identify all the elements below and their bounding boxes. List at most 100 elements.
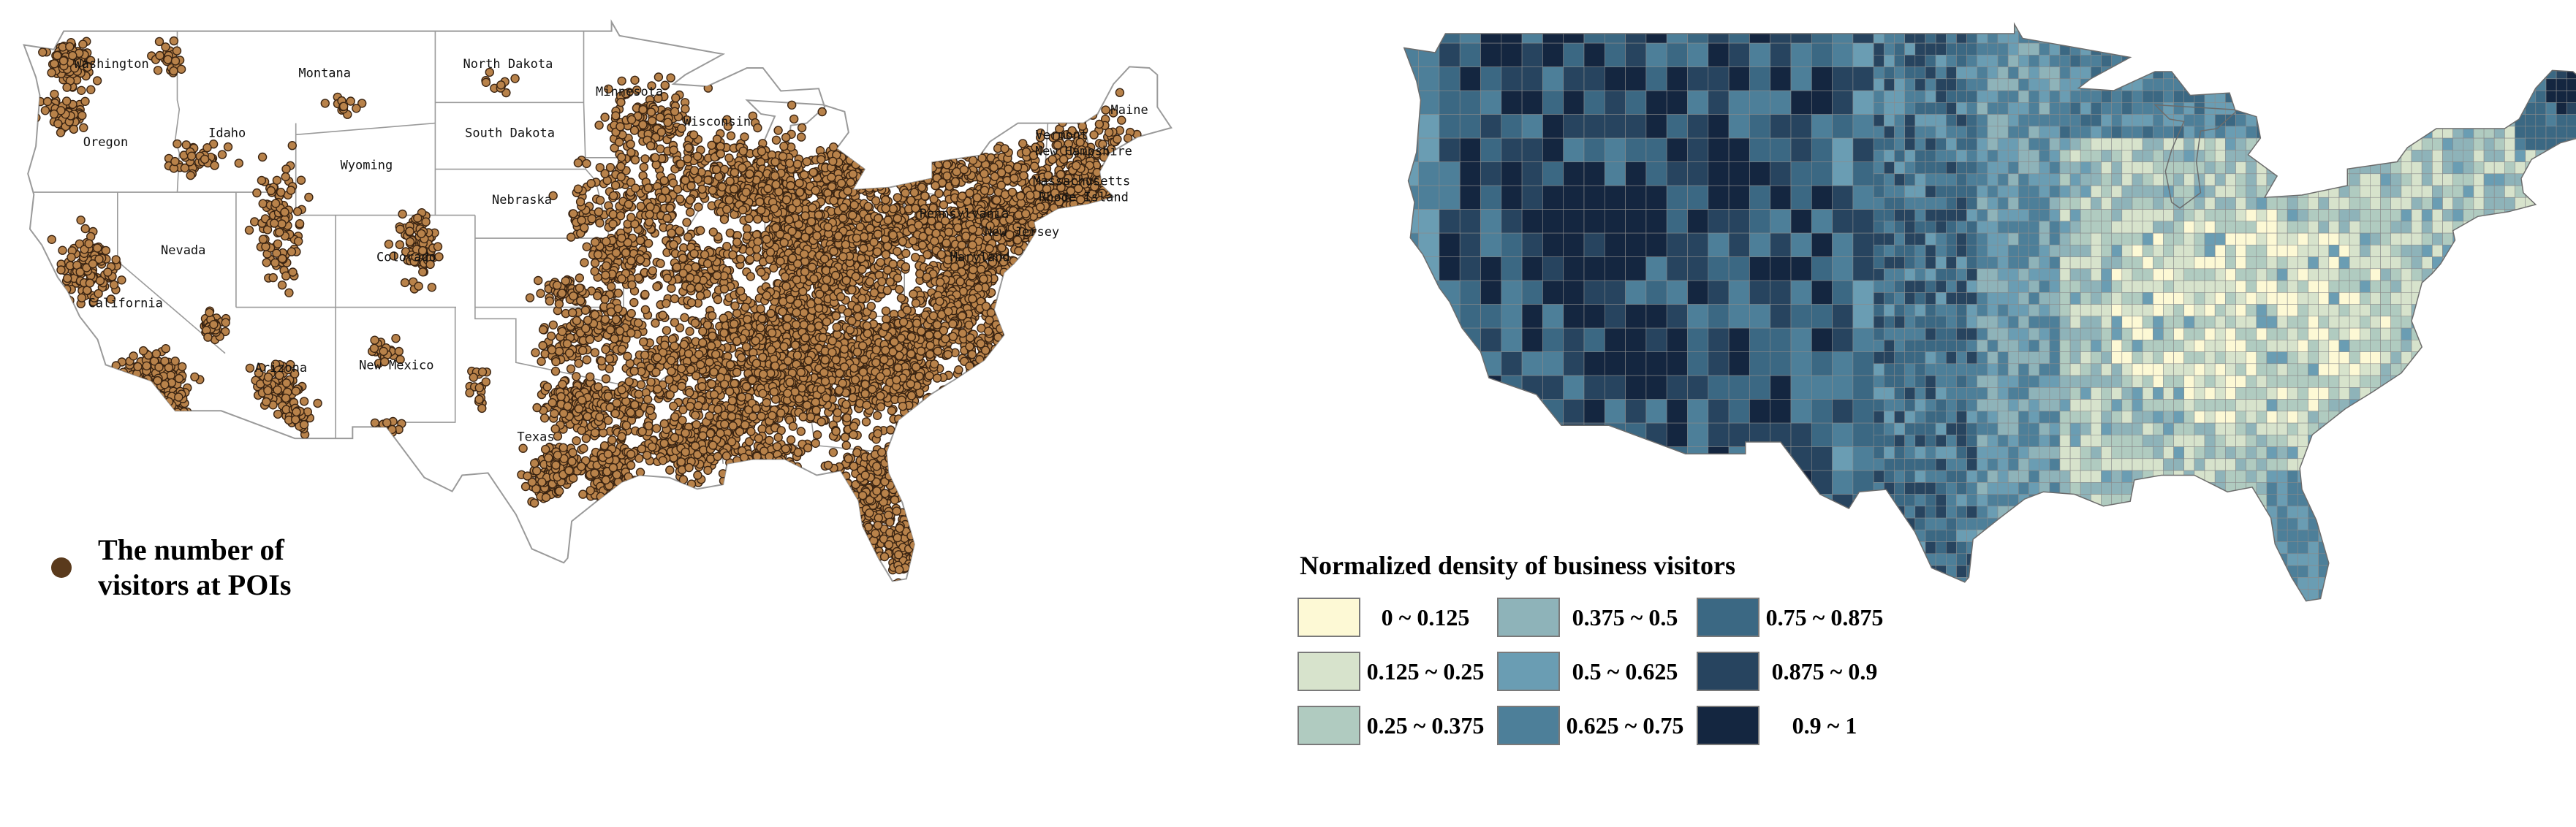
poi-dot [395, 240, 405, 250]
poi-dot [910, 253, 920, 262]
poi-dot [601, 475, 611, 485]
poi-dot [638, 104, 648, 115]
poi-dot [827, 182, 837, 191]
poi-dot [129, 384, 139, 394]
poi-dot [394, 346, 404, 357]
poi-dot [795, 178, 804, 188]
poi-dot [551, 460, 561, 470]
poi-dot [1072, 227, 1081, 237]
poi-dot [883, 216, 893, 225]
poi-dot [654, 72, 664, 82]
poi-dot [65, 42, 75, 52]
poi-dot [139, 377, 149, 387]
poi-dot [544, 453, 553, 462]
poi-dot [465, 388, 474, 397]
poi-dot [564, 348, 575, 358]
poi-dot [291, 386, 300, 396]
poi-dot [538, 340, 548, 351]
poi-dot [118, 386, 129, 396]
poi-dot [1084, 208, 1094, 218]
poi-dot [911, 298, 921, 308]
poi-dot [897, 154, 907, 164]
poi-dot [655, 113, 665, 122]
poi-dot [615, 122, 625, 132]
poi-dot [126, 380, 136, 389]
poi-dot [590, 237, 600, 247]
poi-dot [541, 492, 551, 503]
poi-dot [817, 107, 827, 117]
poi-dot [67, 253, 76, 262]
poi-dot [518, 443, 528, 453]
poi-dot [738, 146, 748, 156]
poi-dot [92, 243, 102, 253]
poi-dot [109, 280, 119, 289]
poi-dot [643, 238, 654, 248]
poi-dot [266, 186, 276, 196]
poi-dot [180, 416, 190, 426]
poi-dot [865, 164, 875, 174]
poi-dot [50, 89, 59, 99]
poi-dot [645, 202, 655, 212]
poi-dot [686, 283, 695, 293]
poi-dot [627, 280, 637, 290]
poi-dot [621, 248, 631, 258]
poi-dot [258, 235, 268, 244]
poi-dot [566, 364, 576, 374]
poi-dot [369, 343, 379, 353]
poi-dot [979, 274, 988, 284]
poi-dot [771, 135, 781, 145]
poi-dot [292, 407, 301, 417]
poi-dot [62, 273, 72, 283]
poi-dot [808, 203, 817, 213]
poi-dot [689, 130, 699, 140]
poi-dot [83, 62, 92, 72]
poi-dot [167, 411, 176, 422]
poi-dot [730, 167, 740, 178]
poi-dot [382, 418, 392, 427]
poi-dot [1062, 217, 1072, 227]
poi-dot [474, 395, 484, 404]
poi-dot [111, 255, 121, 264]
poi-dot [681, 104, 690, 114]
poi-dot [556, 392, 566, 402]
poi-dot [170, 156, 180, 167]
poi-dot [50, 59, 59, 69]
poi-dot [555, 487, 564, 496]
poi-dot [53, 50, 62, 61]
poi-dot [1056, 108, 1066, 118]
poi-dot [726, 131, 736, 141]
poi-dot [125, 380, 135, 389]
poi-dot [164, 363, 174, 373]
poi-dot [400, 278, 410, 288]
poi-dot [882, 314, 891, 324]
poi-dot [40, 106, 50, 115]
poi-dot [69, 124, 79, 134]
poi-dot [908, 236, 918, 245]
poi-dot [558, 443, 568, 452]
poi-dot [1072, 207, 1082, 216]
poi-dot [69, 63, 80, 73]
poi-dot [686, 207, 695, 217]
poi-dot [346, 96, 355, 106]
poi-dot [320, 99, 330, 108]
poi-dot [800, 170, 809, 180]
poi-dot [155, 50, 164, 61]
poi-dot [626, 213, 636, 222]
poi-dot [1115, 88, 1125, 97]
poi-dot [137, 381, 146, 390]
poi-dot [675, 194, 685, 204]
poi-dot [523, 471, 532, 481]
poi-dot [630, 155, 640, 165]
poi-dot [586, 486, 595, 495]
poi-dot [838, 213, 848, 223]
poi-dot [496, 80, 506, 90]
poi-dot [287, 247, 297, 256]
poi-dot [614, 137, 624, 147]
poi-dot [378, 427, 387, 437]
poi-dot [1114, 164, 1124, 175]
poi-dot [870, 169, 879, 180]
poi-dot [564, 466, 574, 476]
poi-dot [477, 367, 488, 377]
poi-dot [205, 308, 214, 318]
poi-dot [736, 254, 746, 264]
